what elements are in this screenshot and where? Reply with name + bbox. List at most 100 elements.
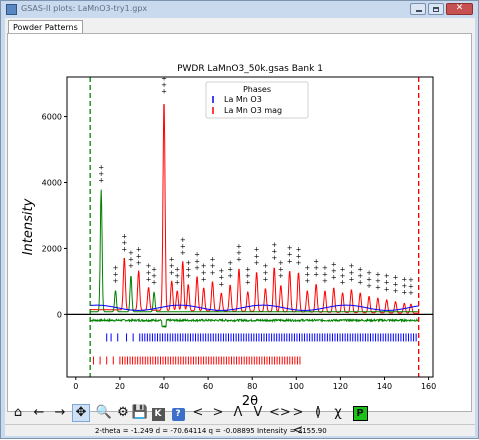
powder-pattern-plot[interactable]: +++++++++++++++++++++++++++++++++++++++ +… — [8, 34, 471, 411]
observed-point: + — [113, 264, 119, 272]
observed-point: + — [151, 279, 157, 287]
zoom-icon: 🔍 — [95, 405, 113, 420]
observed-point: + — [348, 269, 354, 277]
observed-point: + — [174, 266, 180, 274]
observed-point: + — [271, 254, 277, 262]
observed-point: + — [340, 279, 346, 287]
observed-point: + — [384, 272, 390, 280]
x-tick-label: 20 — [115, 382, 125, 391]
publish-button[interactable]: P — [351, 404, 369, 422]
y-tick-label: 6000 — [42, 113, 62, 122]
observed-point: + — [393, 287, 399, 295]
observed-point: + — [254, 259, 260, 267]
configure-subplots-button[interactable]: ⚙ — [114, 404, 132, 422]
zoom-button[interactable]: 🔍 — [95, 404, 113, 422]
title-bar[interactable]: GSAS-II plots: LaMnO3-try1.gpx ✕ — [1, 1, 478, 18]
observed-point: + — [304, 270, 310, 278]
observed-point: + — [98, 170, 104, 178]
observed-point: + — [113, 270, 119, 278]
observed-point: + — [313, 270, 319, 278]
observed-point: + — [161, 87, 167, 95]
observed-point: + — [174, 279, 180, 287]
observed-point: + — [121, 233, 127, 241]
expand-x-button[interactable]: <> — [269, 404, 291, 422]
x-tick-label: 160 — [421, 382, 436, 391]
observed-point: + — [236, 249, 242, 257]
maximize-button[interactable] — [428, 3, 444, 15]
x-axis-label: 2θ — [242, 394, 258, 409]
observed-point: + — [151, 272, 157, 280]
key-button[interactable]: K — [149, 404, 167, 422]
legend-entry: La Mn O3 — [224, 95, 262, 104]
maximize-icon — [433, 7, 439, 12]
observed-point: + — [201, 275, 207, 283]
observed-point: + — [210, 262, 216, 270]
expand-x-icon: <> — [269, 405, 291, 420]
pan-icon: ✥ — [75, 405, 87, 420]
shift-right-icon: > — [212, 405, 224, 420]
observed-point: + — [169, 269, 175, 277]
tab-powder-patterns[interactable]: Powder Patterns — [8, 20, 83, 34]
observed-point: + — [375, 284, 381, 292]
shift-left-button[interactable]: < — [189, 404, 207, 422]
back-button[interactable]: ← — [30, 404, 48, 422]
observed-point: + — [245, 266, 251, 274]
observed-point: + — [331, 267, 337, 275]
observed-point: + — [384, 285, 390, 293]
observed-point: + — [227, 259, 233, 267]
y-axis-label: Intensity — [21, 198, 36, 255]
observed-point: + — [313, 257, 319, 265]
observed-point: + — [287, 257, 293, 265]
plot-panel[interactable]: + + + + + + + + + + + + + + + + + + + + + + + + + + + + + + + + + + + + + + + +… — [7, 33, 472, 412]
pan-button[interactable]: ✥ — [72, 404, 90, 422]
observed-point: + — [194, 264, 200, 272]
observed-point: + — [245, 272, 251, 280]
forward-button[interactable]: → — [51, 404, 69, 422]
home-button[interactable]: ⌂ — [9, 404, 27, 422]
x-tick-label: 80 — [247, 382, 257, 391]
help-icon: ? — [171, 408, 185, 421]
shift-up-button[interactable]: Λ — [229, 404, 247, 422]
observed-point: + — [366, 269, 372, 277]
x-tick-label: 60 — [203, 382, 213, 391]
y-tick-label: 4000 — [42, 178, 62, 187]
save-button[interactable]: 💾 — [131, 404, 149, 422]
observed-point: + — [236, 242, 242, 250]
contract-x-button[interactable]: >< — [289, 404, 307, 438]
observed-point: + — [271, 241, 277, 249]
observed-point: + — [218, 274, 224, 282]
observed-point: + — [304, 264, 310, 272]
client-area: Powder Patterns + + + + + + + + + + + + + + + + + + + + + + + +… — [5, 18, 475, 438]
shift-right-button[interactable]: > — [209, 404, 227, 422]
close-button[interactable]: ✕ — [446, 3, 473, 15]
x-tick-label: 120 — [333, 382, 348, 391]
observed-point: + — [408, 289, 414, 297]
observed-point: + — [375, 277, 381, 285]
observed-point: + — [322, 270, 328, 278]
shift-down-button[interactable]: V — [249, 404, 267, 422]
observed-point: + — [366, 275, 372, 283]
observed-point: + — [348, 275, 354, 283]
observed-point: + — [313, 264, 319, 272]
observed-point: + — [322, 264, 328, 272]
observed-point: + — [278, 266, 284, 274]
observed-point: + — [180, 236, 186, 244]
observed-point: + — [180, 242, 186, 250]
minimize-button[interactable] — [410, 3, 426, 15]
shift-down-icon: V — [253, 405, 263, 420]
expand-y-button[interactable]: ≬ — [309, 404, 327, 422]
contract-y-button[interactable]: χ — [329, 404, 347, 422]
save-icon: 💾 — [131, 405, 149, 420]
observed-point: + — [304, 277, 310, 285]
observed-point: + — [136, 259, 142, 267]
window-title: GSAS-II plots: LaMnO3-try1.gpx — [21, 4, 148, 13]
observed-point: + — [393, 274, 399, 282]
observed-point: + — [357, 272, 363, 280]
observed-point: + — [401, 282, 407, 290]
observed-point: + — [201, 262, 207, 270]
help-button[interactable]: ? — [169, 404, 187, 422]
series-nuclear-peaks — [90, 189, 419, 313]
observed-point: + — [340, 272, 346, 280]
minimize-icon — [416, 10, 422, 12]
